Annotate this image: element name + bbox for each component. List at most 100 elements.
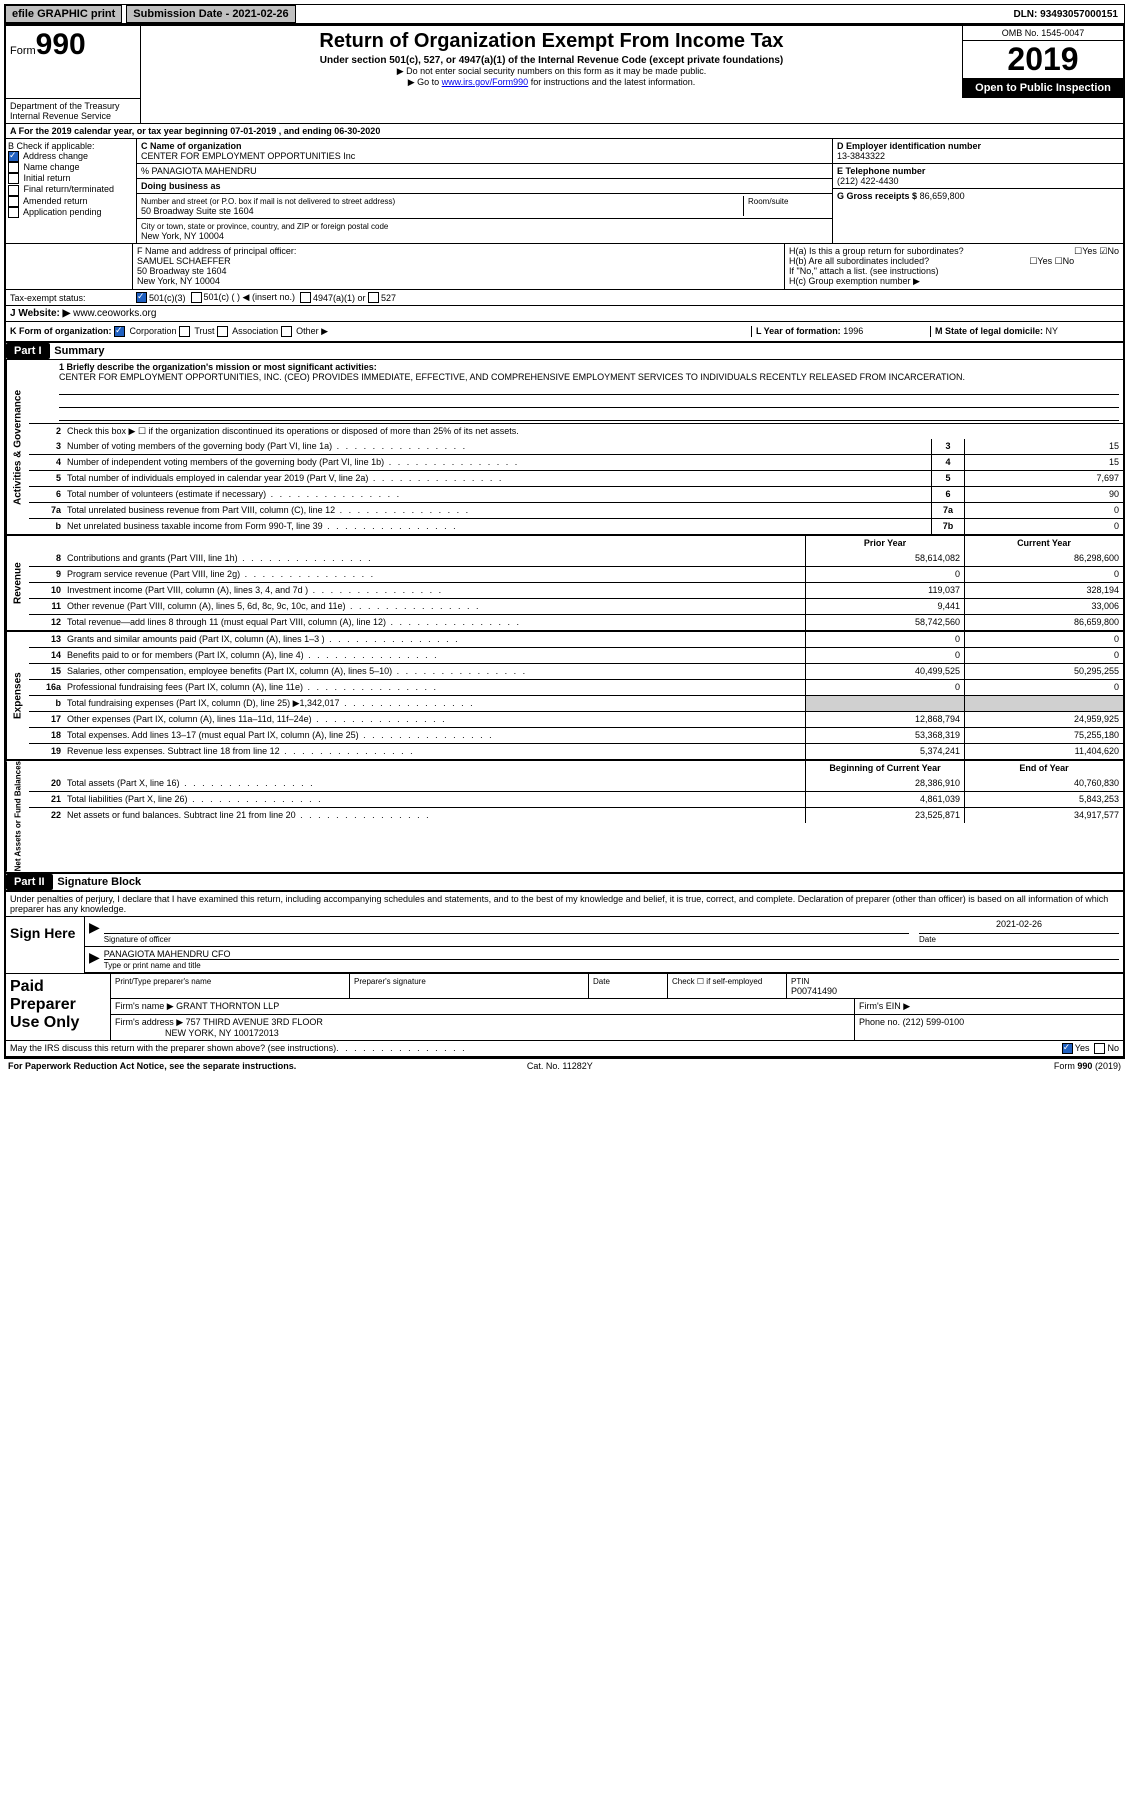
checkbox[interactable] xyxy=(8,162,19,173)
submission-date-button[interactable]: Submission Date - 2021-02-26 xyxy=(126,5,295,23)
open-public-badge: Open to Public Inspection xyxy=(963,78,1123,98)
arrow-icon: ▶ xyxy=(89,949,100,970)
line1-label: 1 Briefly describe the organization's mi… xyxy=(59,362,377,372)
box-e-label: E Telephone number xyxy=(837,166,925,176)
sig-date: 2021-02-26 xyxy=(919,919,1119,934)
box-hb: H(b) Are all subordinates included? ☐Yes… xyxy=(789,256,1119,266)
sig-officer-label: Signature of officer xyxy=(104,935,171,944)
box-b-label: B Check if applicable: xyxy=(8,141,134,151)
tax-exempt-label: Tax-exempt status: xyxy=(10,293,136,303)
checkbox[interactable] xyxy=(281,326,292,337)
paid-preparer-label: Paid Preparer Use Only xyxy=(6,974,110,1040)
summary-line: 18Total expenses. Add lines 13–17 (must … xyxy=(29,727,1123,743)
form-subtitle: Under section 501(c), 527, or 4947(a)(1)… xyxy=(145,55,958,66)
summary-line: bTotal fundraising expenses (Part IX, co… xyxy=(29,695,1123,711)
row-k-label: K Form of organization: xyxy=(10,326,112,336)
col-end: End of Year xyxy=(964,761,1123,776)
501c-checkbox[interactable] xyxy=(191,292,202,303)
box-b-item: Name change xyxy=(8,162,134,173)
box-h-note: If "No," attach a list. (see instruction… xyxy=(789,266,1119,276)
efile-button[interactable]: efile GRAPHIC print xyxy=(5,5,122,23)
tax-exempt-row: Tax-exempt status: 501(c)(3) 501(c) ( ) … xyxy=(6,289,1123,305)
checkbox[interactable] xyxy=(8,173,19,184)
prep-date-label: Date xyxy=(593,977,610,986)
addr: 50 Broadway Suite ste 1604 xyxy=(141,206,254,216)
box-de: D Employer identification number13-38433… xyxy=(832,139,1123,243)
col-current: Current Year xyxy=(964,536,1123,551)
side-revenue: Revenue xyxy=(6,536,29,630)
opt-501c: 501(c) ( ) ◀ (insert no.) xyxy=(204,292,295,303)
box-b-item: Initial return xyxy=(8,173,134,184)
yes-label: Yes xyxy=(1075,1043,1090,1053)
check-self: Check ☐ if self-employed xyxy=(672,977,762,986)
website-value: www.ceoworks.org xyxy=(73,308,156,319)
officer-printed: PANAGIOTA MAHENDRU CFO xyxy=(104,949,1119,960)
line-a: A For the 2019 calendar year, or tax yea… xyxy=(6,123,1123,138)
summary-line: 5Total number of individuals employed in… xyxy=(29,470,1123,486)
footer: For Paperwork Reduction Act Notice, see … xyxy=(4,1058,1125,1073)
addr-label: Number and street (or P.O. box if mail i… xyxy=(141,197,395,206)
summary-line: 17Other expenses (Part IX, column (A), l… xyxy=(29,711,1123,727)
summary-line: 22Net assets or fund balances. Subtract … xyxy=(29,807,1123,823)
summary-line: 16aProfessional fundraising fees (Part I… xyxy=(29,679,1123,695)
527-checkbox[interactable] xyxy=(368,292,379,303)
summary-line: 8Contributions and grants (Part VIII, li… xyxy=(29,551,1123,566)
prep-sig-label: Preparer's signature xyxy=(354,977,426,986)
firm-phone-label: Phone no. xyxy=(859,1017,900,1027)
tax-year: 2019 xyxy=(963,41,1123,78)
sig-date-label: Date xyxy=(919,935,936,944)
officer-addr2: New York, NY 10004 xyxy=(137,276,220,286)
discuss-yes-checkbox[interactable] xyxy=(1062,1043,1073,1054)
box-d-label: D Employer identification number xyxy=(837,141,981,151)
box-c: C Name of organizationCENTER FOR EMPLOYM… xyxy=(137,139,832,243)
box-b: B Check if applicable: Address change Na… xyxy=(6,139,137,243)
part2-header: Part II xyxy=(6,874,53,890)
checkbox[interactable] xyxy=(8,207,19,218)
checkbox[interactable] xyxy=(8,196,19,207)
omb-number: OMB No. 1545-0047 xyxy=(963,26,1123,41)
dln-label: DLN: 93493057000151 xyxy=(1013,9,1124,20)
summary-line: 3Number of voting members of the governi… xyxy=(29,439,1123,454)
summary-line: 7aTotal unrelated business revenue from … xyxy=(29,502,1123,518)
footer-right: Form 990 (2019) xyxy=(1054,1061,1121,1071)
checkbox[interactable] xyxy=(8,185,19,196)
footer-left: For Paperwork Reduction Act Notice, see … xyxy=(8,1061,296,1071)
dba-label: Doing business as xyxy=(141,181,221,191)
part2-title: Signature Block xyxy=(55,874,143,890)
form-number: 990 xyxy=(36,28,86,61)
prep-name-label: Print/Type preparer's name xyxy=(115,977,211,986)
summary-line: 19Revenue less expenses. Subtract line 1… xyxy=(29,743,1123,759)
summary-line: 6Total number of volunteers (estimate if… xyxy=(29,486,1123,502)
part1-title: Summary xyxy=(52,343,106,359)
checkbox[interactable] xyxy=(114,326,125,337)
4947-checkbox[interactable] xyxy=(300,292,311,303)
note2-pre: ▶ Go to xyxy=(408,77,442,87)
ein: 13-3843322 xyxy=(837,151,885,161)
part1-header: Part I xyxy=(6,343,50,359)
officer-name: SAMUEL SCHAEFFER xyxy=(137,256,231,266)
checkbox[interactable] xyxy=(179,326,190,337)
discuss-no-checkbox[interactable] xyxy=(1094,1043,1105,1054)
summary-line: bNet unrelated business taxable income f… xyxy=(29,518,1123,534)
checkbox[interactable] xyxy=(217,326,228,337)
firm-addr1: 757 THIRD AVENUE 3RD FLOOR xyxy=(186,1017,323,1027)
box-c-label: C Name of organization xyxy=(141,141,242,151)
irs-link[interactable]: www.irs.gov/Form990 xyxy=(442,77,529,87)
summary-line: 10Investment income (Part VIII, column (… xyxy=(29,582,1123,598)
city-label: City or town, state or province, country… xyxy=(141,222,388,231)
dept-label: Department of the Treasury Internal Reve… xyxy=(6,98,141,123)
box-hc: H(c) Group exemption number ▶ xyxy=(789,276,1119,287)
box-ha: H(a) Is this a group return for subordin… xyxy=(789,246,1119,256)
checkbox[interactable] xyxy=(8,151,19,162)
box-b-item: Amended return xyxy=(8,196,134,207)
firm-phone: (212) 599-0100 xyxy=(903,1017,965,1027)
firm-name: GRANT THORNTON LLP xyxy=(176,1001,279,1011)
side-governance: Activities & Governance xyxy=(6,360,29,534)
sign-here-label: Sign Here xyxy=(6,917,84,973)
firm-ein-label: Firm's EIN ▶ xyxy=(859,1001,910,1011)
no-label: No xyxy=(1107,1043,1119,1053)
room-label: Room/suite xyxy=(748,197,788,206)
summary-line: 21Total liabilities (Part X, line 26)4,8… xyxy=(29,791,1123,807)
501c3-checkbox[interactable] xyxy=(136,292,147,303)
summary-line: 15Salaries, other compensation, employee… xyxy=(29,663,1123,679)
